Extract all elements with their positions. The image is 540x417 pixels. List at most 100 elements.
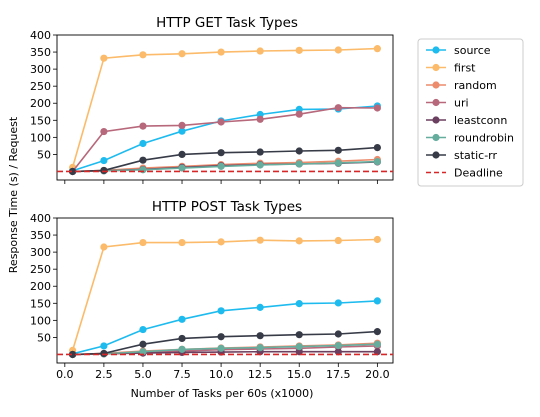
get-series-first-point	[256, 47, 264, 55]
post-series-leastconn-point	[295, 348, 303, 356]
post-series-roundrobin-point	[178, 345, 186, 353]
legend-label-uri: uri	[454, 97, 469, 110]
post-x-tick-label: 10.0	[209, 368, 234, 381]
get-series-static-rr-point	[100, 166, 108, 175]
post-series-leastconn-point	[373, 348, 381, 356]
get-series-first-point	[178, 50, 186, 58]
legend-marker-roundrobin	[432, 133, 440, 142]
post-chart-panel: HTTP POST Task Types 50 100 150 200 250 300 35…	[30, 199, 394, 381]
get-y-tick-label: 400	[30, 29, 51, 42]
post-series-first-point	[295, 237, 303, 245]
post-series-roundrobin-point	[334, 342, 342, 350]
get-chart-title: HTTP GET Task Types	[156, 15, 298, 31]
post-series-first-point	[334, 236, 342, 245]
post-axes-frame	[56, 217, 394, 364]
legend-marker-random	[432, 81, 440, 89]
post-chart-title: HTTP POST Task Types	[152, 199, 302, 215]
get-y-tick-label: 200	[30, 97, 51, 110]
legend-marker-source	[432, 46, 440, 54]
post-series-static-rr-point	[178, 334, 186, 343]
get-series-uri-point	[295, 110, 303, 118]
get-series-first-point	[295, 46, 303, 54]
post-series-source-point	[334, 299, 342, 307]
post-series-static-rr-point	[217, 333, 225, 341]
get-series-uri-point	[100, 127, 108, 136]
get-series-static-rr-point	[217, 149, 225, 157]
post-series-static-rr-point	[139, 340, 147, 348]
post-series-first-point	[178, 238, 186, 247]
legend-marker-leastconn	[432, 116, 440, 124]
legend-label-random: random	[454, 79, 497, 92]
post-series-source-point	[373, 297, 381, 305]
get-series-first-point	[139, 51, 147, 59]
get-series-roundrobin-point	[178, 164, 186, 172]
post-series-static-rr-point	[100, 349, 108, 358]
post-series-source-point	[295, 300, 303, 308]
post-series-roundrobin-point	[373, 340, 381, 348]
get-series-roundrobin-point	[139, 166, 147, 174]
get-series-static-rr-point	[295, 147, 303, 155]
get-chart-panel: HTTP GET Task Types 50 100 150 200 250 300 350…	[30, 15, 394, 184]
post-series-source-point	[139, 325, 147, 334]
post-x-tick-label: 0.0	[56, 368, 74, 381]
legend-label-source: source	[454, 44, 491, 57]
get-series-uri-point	[373, 104, 381, 112]
post-series-first-point	[217, 238, 225, 246]
get-series-roundrobin-point	[373, 157, 381, 166]
post-series-roundrobin-point	[139, 348, 147, 356]
get-axes-frame	[56, 34, 394, 181]
get-series-static-rr-point	[256, 148, 264, 156]
post-y-tick-label: 150	[30, 297, 51, 310]
get-series-uri-point	[334, 104, 342, 112]
post-y-tick-label: 300	[30, 246, 51, 259]
post-y-tick-label: 100	[30, 314, 51, 327]
get-series-uri-point	[139, 122, 147, 130]
get-series-static-rr-point	[69, 167, 77, 176]
get-y-tick-label: 350	[30, 46, 51, 59]
post-series-static-rr-point	[69, 350, 77, 359]
get-series-static-rr-point	[334, 146, 342, 154]
get-y-tick-label: 100	[30, 131, 51, 144]
post-series-static-rr-point	[256, 332, 264, 340]
post-y-tick-label: 400	[30, 212, 51, 225]
post-x-tick-label: 15.0	[287, 368, 312, 381]
legend: source first random uri leastconn roundrobin s…	[417, 38, 524, 187]
post-y-tick-label: 50	[37, 331, 51, 344]
post-series-static-rr-point	[334, 330, 342, 338]
get-series-uri-point	[178, 121, 186, 130]
get-series-roundrobin-point	[334, 159, 342, 167]
post-series-source-point	[100, 342, 108, 350]
get-y-tick-label: 150	[30, 114, 51, 127]
legend-label-leastconn: leastconn	[454, 114, 507, 127]
get-series-static-rr-point	[178, 150, 186, 159]
post-x-tick-label: 20.0	[365, 368, 390, 381]
legend-marker-uri	[432, 98, 440, 107]
post-series-first-point	[256, 236, 264, 244]
post-x-tick-label: 17.5	[326, 368, 351, 381]
get-plot-area: 50 100 150 200 250 300 350 400	[30, 29, 394, 184]
post-x-tick-label: 7.5	[173, 368, 191, 381]
get-y-tick-label: 50	[37, 148, 51, 161]
get-series-static-rr-point	[139, 156, 147, 164]
legend-frame	[417, 38, 524, 187]
post-y-tick-label: 200	[30, 280, 51, 293]
legend-marker-static-rr	[432, 151, 440, 159]
legend-label-deadline: Deadline	[454, 167, 503, 180]
legend-label-roundrobin: roundrobin	[454, 132, 514, 145]
get-series-roundrobin-point	[217, 162, 225, 170]
post-x-tick-label: 2.5	[95, 368, 113, 381]
get-series-roundrobin-point	[256, 161, 264, 169]
get-series-roundrobin-point	[295, 160, 303, 168]
post-series-source-point	[256, 303, 264, 311]
get-series-first-point	[373, 45, 381, 53]
post-y-tick-label: 250	[30, 263, 51, 276]
get-series-uri-point	[217, 118, 225, 126]
legend-label-static-rr: static-rr	[454, 149, 498, 162]
get-series-first-point	[334, 46, 342, 54]
x-axis-label: Number of Tasks per 60s (x1000)	[131, 387, 314, 400]
get-y-tick-label: 250	[30, 80, 51, 93]
get-series-first-point	[100, 54, 108, 62]
post-plot-area: 50 100 150 200 250 300 350 400 0.0 2.5 5.0 7.5 10.0 1…	[30, 212, 394, 381]
post-series-first-point	[373, 235, 381, 244]
